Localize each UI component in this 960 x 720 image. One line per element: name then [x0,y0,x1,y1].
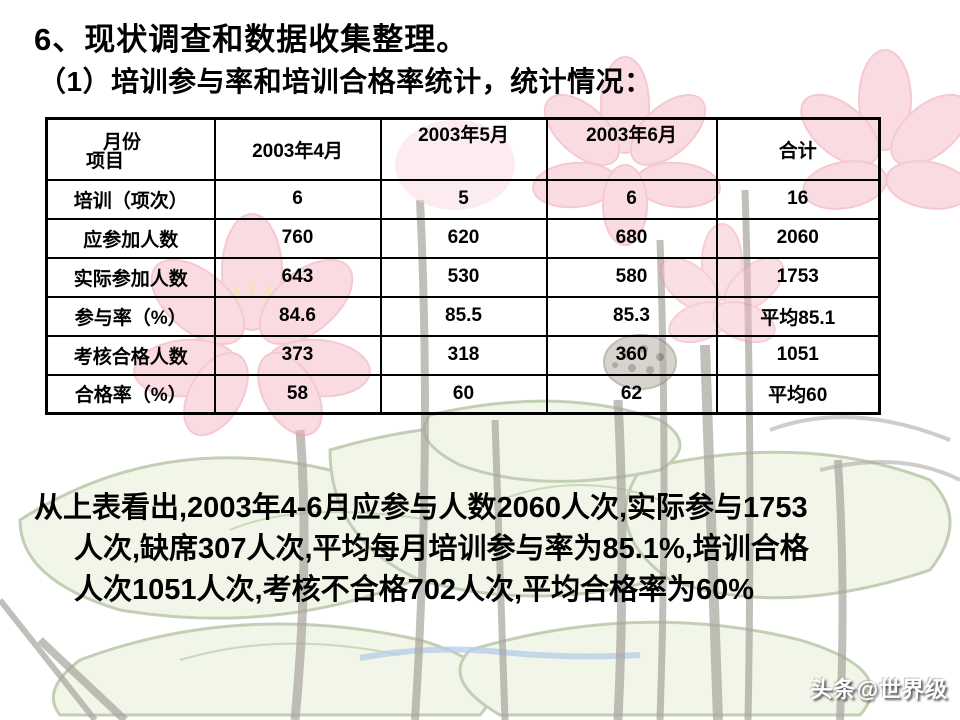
table-cell: 318 [379,334,548,376]
table-cell: 85.5 [379,295,548,337]
table-cell: 84.6 [213,295,382,337]
summary-line-2: 人次,缺席307人次,平均每月培训参与率为85.1%,培训合格 [74,533,809,565]
table-row: 合格率（%） 58 60 62 平均60 [45,373,881,415]
table-cell: 6 [545,178,718,220]
table-cell: 6 [213,178,382,220]
column-header-apr: 2003年4月 [213,117,382,181]
table-cell: 680 [545,217,718,259]
table-row: 参与率（%） 84.6 85.5 85.3 平均85.1 [45,295,881,337]
table-cell: 620 [379,217,548,259]
table-cell: 平均60 [715,373,881,415]
summary-paragraph: 从上表看出,2003年4-6月应参与人数2060人次,实际参与1753 人次,缺… [34,488,934,611]
row-label: 应参加人数 [45,217,216,259]
table-row: 实际参加人数 643 530 580 1753 [45,256,881,298]
table-cell: 2060 [715,217,881,259]
page-title: 6、现状调查和数据收集整理。 [34,22,469,57]
row-label: 培训（项次） [45,178,216,220]
corner-label-item: 项目 [86,150,125,172]
table-row: 应参加人数 760 620 680 2060 [45,217,881,259]
table-cell: 760 [213,217,382,259]
table-cell: 85.3 [545,295,718,337]
table-cell: 1051 [715,334,881,376]
table-cell: 62 [545,373,718,415]
corner-label-month: 月份 [103,132,142,153]
table-cell: 平均85.1 [715,295,881,337]
watermark-credit: 头条@世界级 [810,677,948,702]
table-cell: 16 [715,178,881,220]
table-row: 培训（项次） 6 5 6 16 [45,178,881,220]
page-subtitle: （1）培训参与率和培训合格率统计，统计情况： [38,66,653,97]
row-label: 实际参加人数 [45,256,216,298]
summary-line-3: 人次1051人次,考核不合格702人次,平均合格率为60% [74,574,755,606]
table-cell: 530 [379,256,548,298]
corner-header-cell: 月份 项目 [45,117,216,181]
table-cell: 643 [213,256,382,298]
table-cell: 580 [545,256,718,298]
row-label: 参与率（%） [45,295,216,337]
column-header-total: 合计 [715,117,881,181]
table-cell: 5 [379,178,548,220]
table-cell: 60 [379,373,548,415]
table-cell: 1753 [715,256,881,298]
table-cell: 373 [213,334,382,376]
row-label: 合格率（%） [45,373,216,415]
summary-line-1: 从上表看出,2003年4-6月应参与人数2060人次,实际参与1753 [34,492,808,524]
column-header-may: 2003年5月 [379,117,548,181]
row-label: 考核合格人数 [45,334,216,376]
table-cell: 58 [213,373,382,415]
column-header-jun: 2003年6月 [545,117,718,181]
table-row: 考核合格人数 373 318 360 1051 [45,334,881,376]
table-cell: 360 [545,334,718,376]
statistics-table: 月份 项目 2003年4月 2003年5月 2003年6月 合计 培训（项次） … [45,117,881,415]
